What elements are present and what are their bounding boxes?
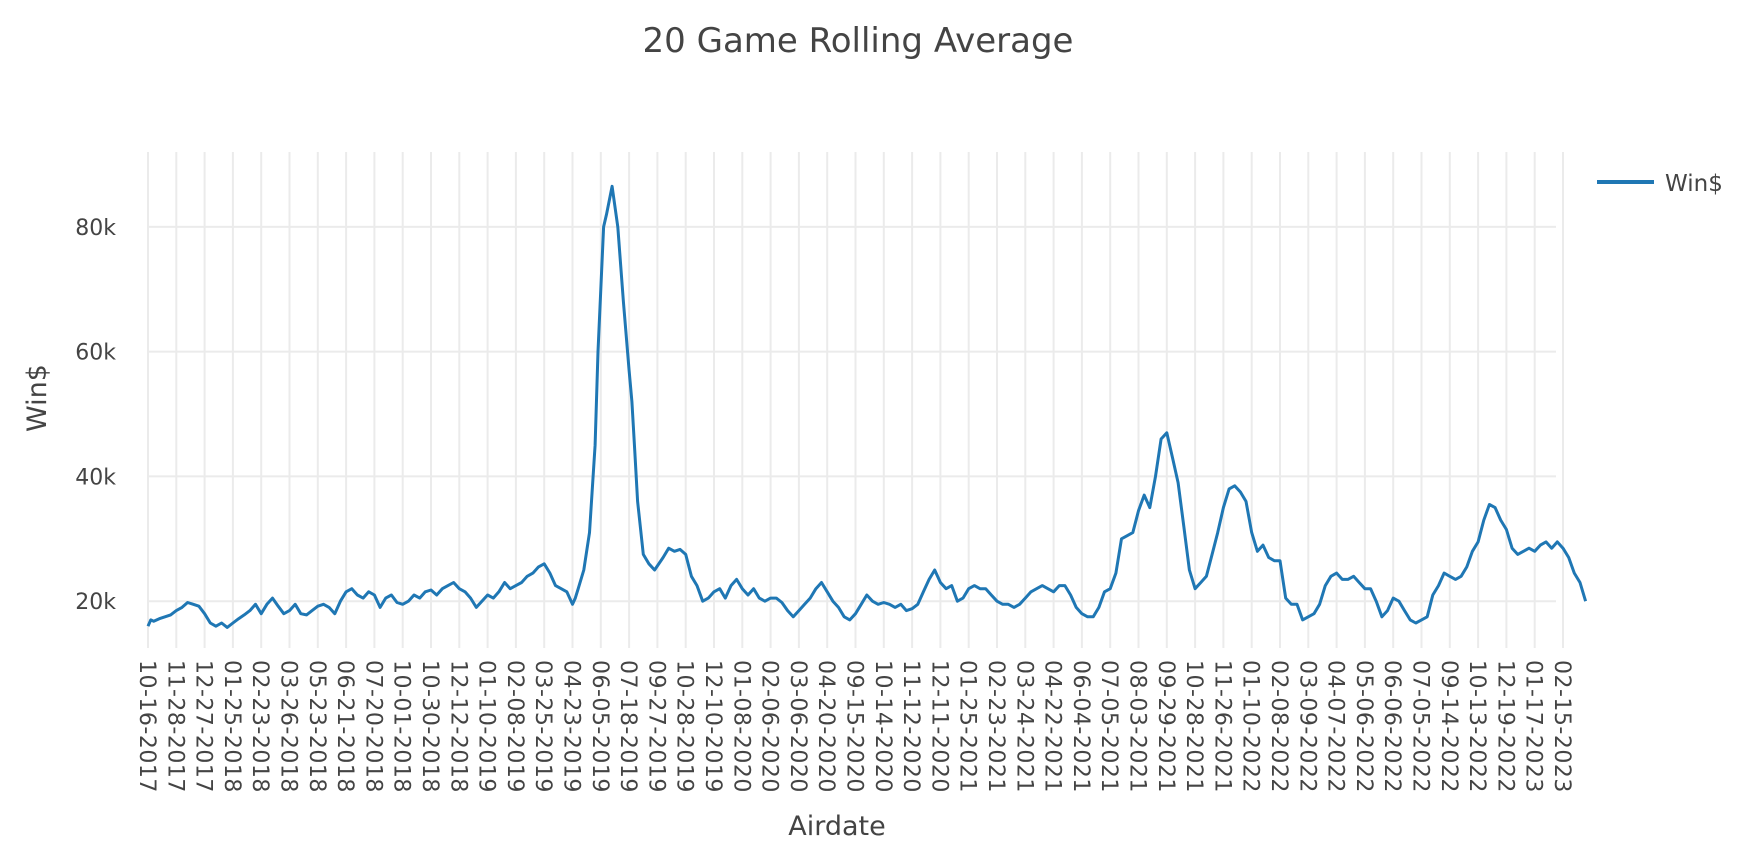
x-tick-label: 07-05-2021	[1096, 660, 1121, 793]
x-tick-label: 12-10-2019	[700, 660, 725, 793]
x-tick-label: 02-08-2022	[1266, 660, 1291, 793]
x-tick-label: 12-27-2017	[191, 660, 216, 793]
x-tick-label: 04-20-2020	[813, 660, 838, 793]
x-tick-label: 11-26-2021	[1209, 660, 1234, 793]
x-tick-label: 10-01-2018	[389, 660, 414, 793]
x-tick-label: 01-17-2023	[1521, 660, 1546, 793]
x-tick-label: 06-06-2022	[1379, 660, 1404, 793]
x-tick-label: 10-28-2019	[672, 660, 697, 793]
x-tick-label: 10-13-2022	[1464, 660, 1489, 793]
x-tick-label: 03-25-2019	[530, 660, 555, 793]
x-tick-label: 01-08-2020	[728, 660, 753, 793]
x-tick-label: 10-16-2017	[134, 660, 159, 793]
x-tick-label: 11-28-2017	[162, 660, 187, 793]
x-tick-label: 03-06-2020	[785, 660, 810, 793]
x-tick-label: 07-20-2018	[360, 660, 385, 793]
x-tick-label: 03-26-2018	[276, 660, 301, 793]
x-tick-label: 03-24-2021	[1011, 660, 1036, 793]
x-tick-label: 02-06-2020	[757, 660, 782, 793]
chart-title: 20 Game Rolling Average	[643, 21, 1074, 61]
x-tick-label: 12-12-2018	[445, 660, 470, 793]
x-tick-label: 02-23-2018	[247, 660, 272, 793]
x-tick-labels: 10-16-2017 11-28-2017 12-27-2017 01-25-2018…	[134, 660, 1574, 793]
x-tick-label: 06-21-2018	[332, 660, 357, 793]
legend: Win$	[1597, 171, 1723, 197]
legend-label: Win$	[1665, 171, 1723, 197]
x-tick-label: 10-14-2020	[870, 660, 895, 793]
x-tick-label: 12-11-2020	[926, 660, 951, 793]
x-tick-label: 02-08-2019	[502, 660, 527, 793]
x-tick-label: 05-06-2022	[1351, 660, 1376, 793]
x-tick-label: 06-05-2019	[587, 660, 612, 793]
y-tick-label: 80k	[75, 216, 116, 241]
x-axis-title: Airdate	[788, 811, 885, 842]
y-tick-label: 60k	[75, 341, 116, 366]
x-tick-label: 08-03-2021	[1125, 660, 1150, 793]
x-tick-label: 11-12-2020	[898, 660, 923, 793]
y-tick-labels: 20k 40k 60k 80k	[75, 216, 116, 615]
x-tick-label: 12-19-2022	[1492, 660, 1517, 793]
x-tick-label: 02-23-2021	[983, 660, 1008, 793]
x-tick-label: 10-28-2021	[1181, 660, 1206, 793]
x-tick-label: 09-27-2019	[643, 660, 668, 793]
x-tick-label: 04-23-2019	[559, 660, 584, 793]
x-tick-label: 07-05-2022	[1408, 660, 1433, 793]
series-layer	[146, 184, 1588, 629]
x-tick-label: 09-29-2021	[1153, 660, 1178, 793]
x-tick-label: 07-18-2019	[615, 660, 640, 793]
x-tick-label: 01-10-2022	[1238, 660, 1263, 793]
y-tick-label: 20k	[75, 590, 116, 615]
x-tick-label: 02-15-2023	[1549, 660, 1574, 793]
x-tick-label: 03-09-2022	[1294, 660, 1319, 793]
x-tick-label: 04-22-2021	[1040, 660, 1065, 793]
y-gridlines	[148, 225, 1556, 603]
x-tick-label: 10-30-2018	[417, 660, 442, 793]
y-tick-label: 40k	[75, 465, 116, 490]
x-tick-label: 09-14-2022	[1436, 660, 1461, 793]
x-tick-label: 01-25-2018	[219, 660, 244, 793]
x-tick-label: 05-23-2018	[304, 660, 329, 793]
x-tick-label: 06-04-2021	[1068, 660, 1093, 793]
series-line	[146, 184, 1588, 629]
x-tick-label: 09-15-2020	[842, 660, 867, 793]
x-tick-label: 01-25-2021	[955, 660, 980, 793]
x-tick-label: 01-10-2019	[474, 660, 499, 793]
x-tick-label: 04-07-2022	[1323, 660, 1348, 793]
y-axis-title: Win$	[22, 364, 53, 432]
